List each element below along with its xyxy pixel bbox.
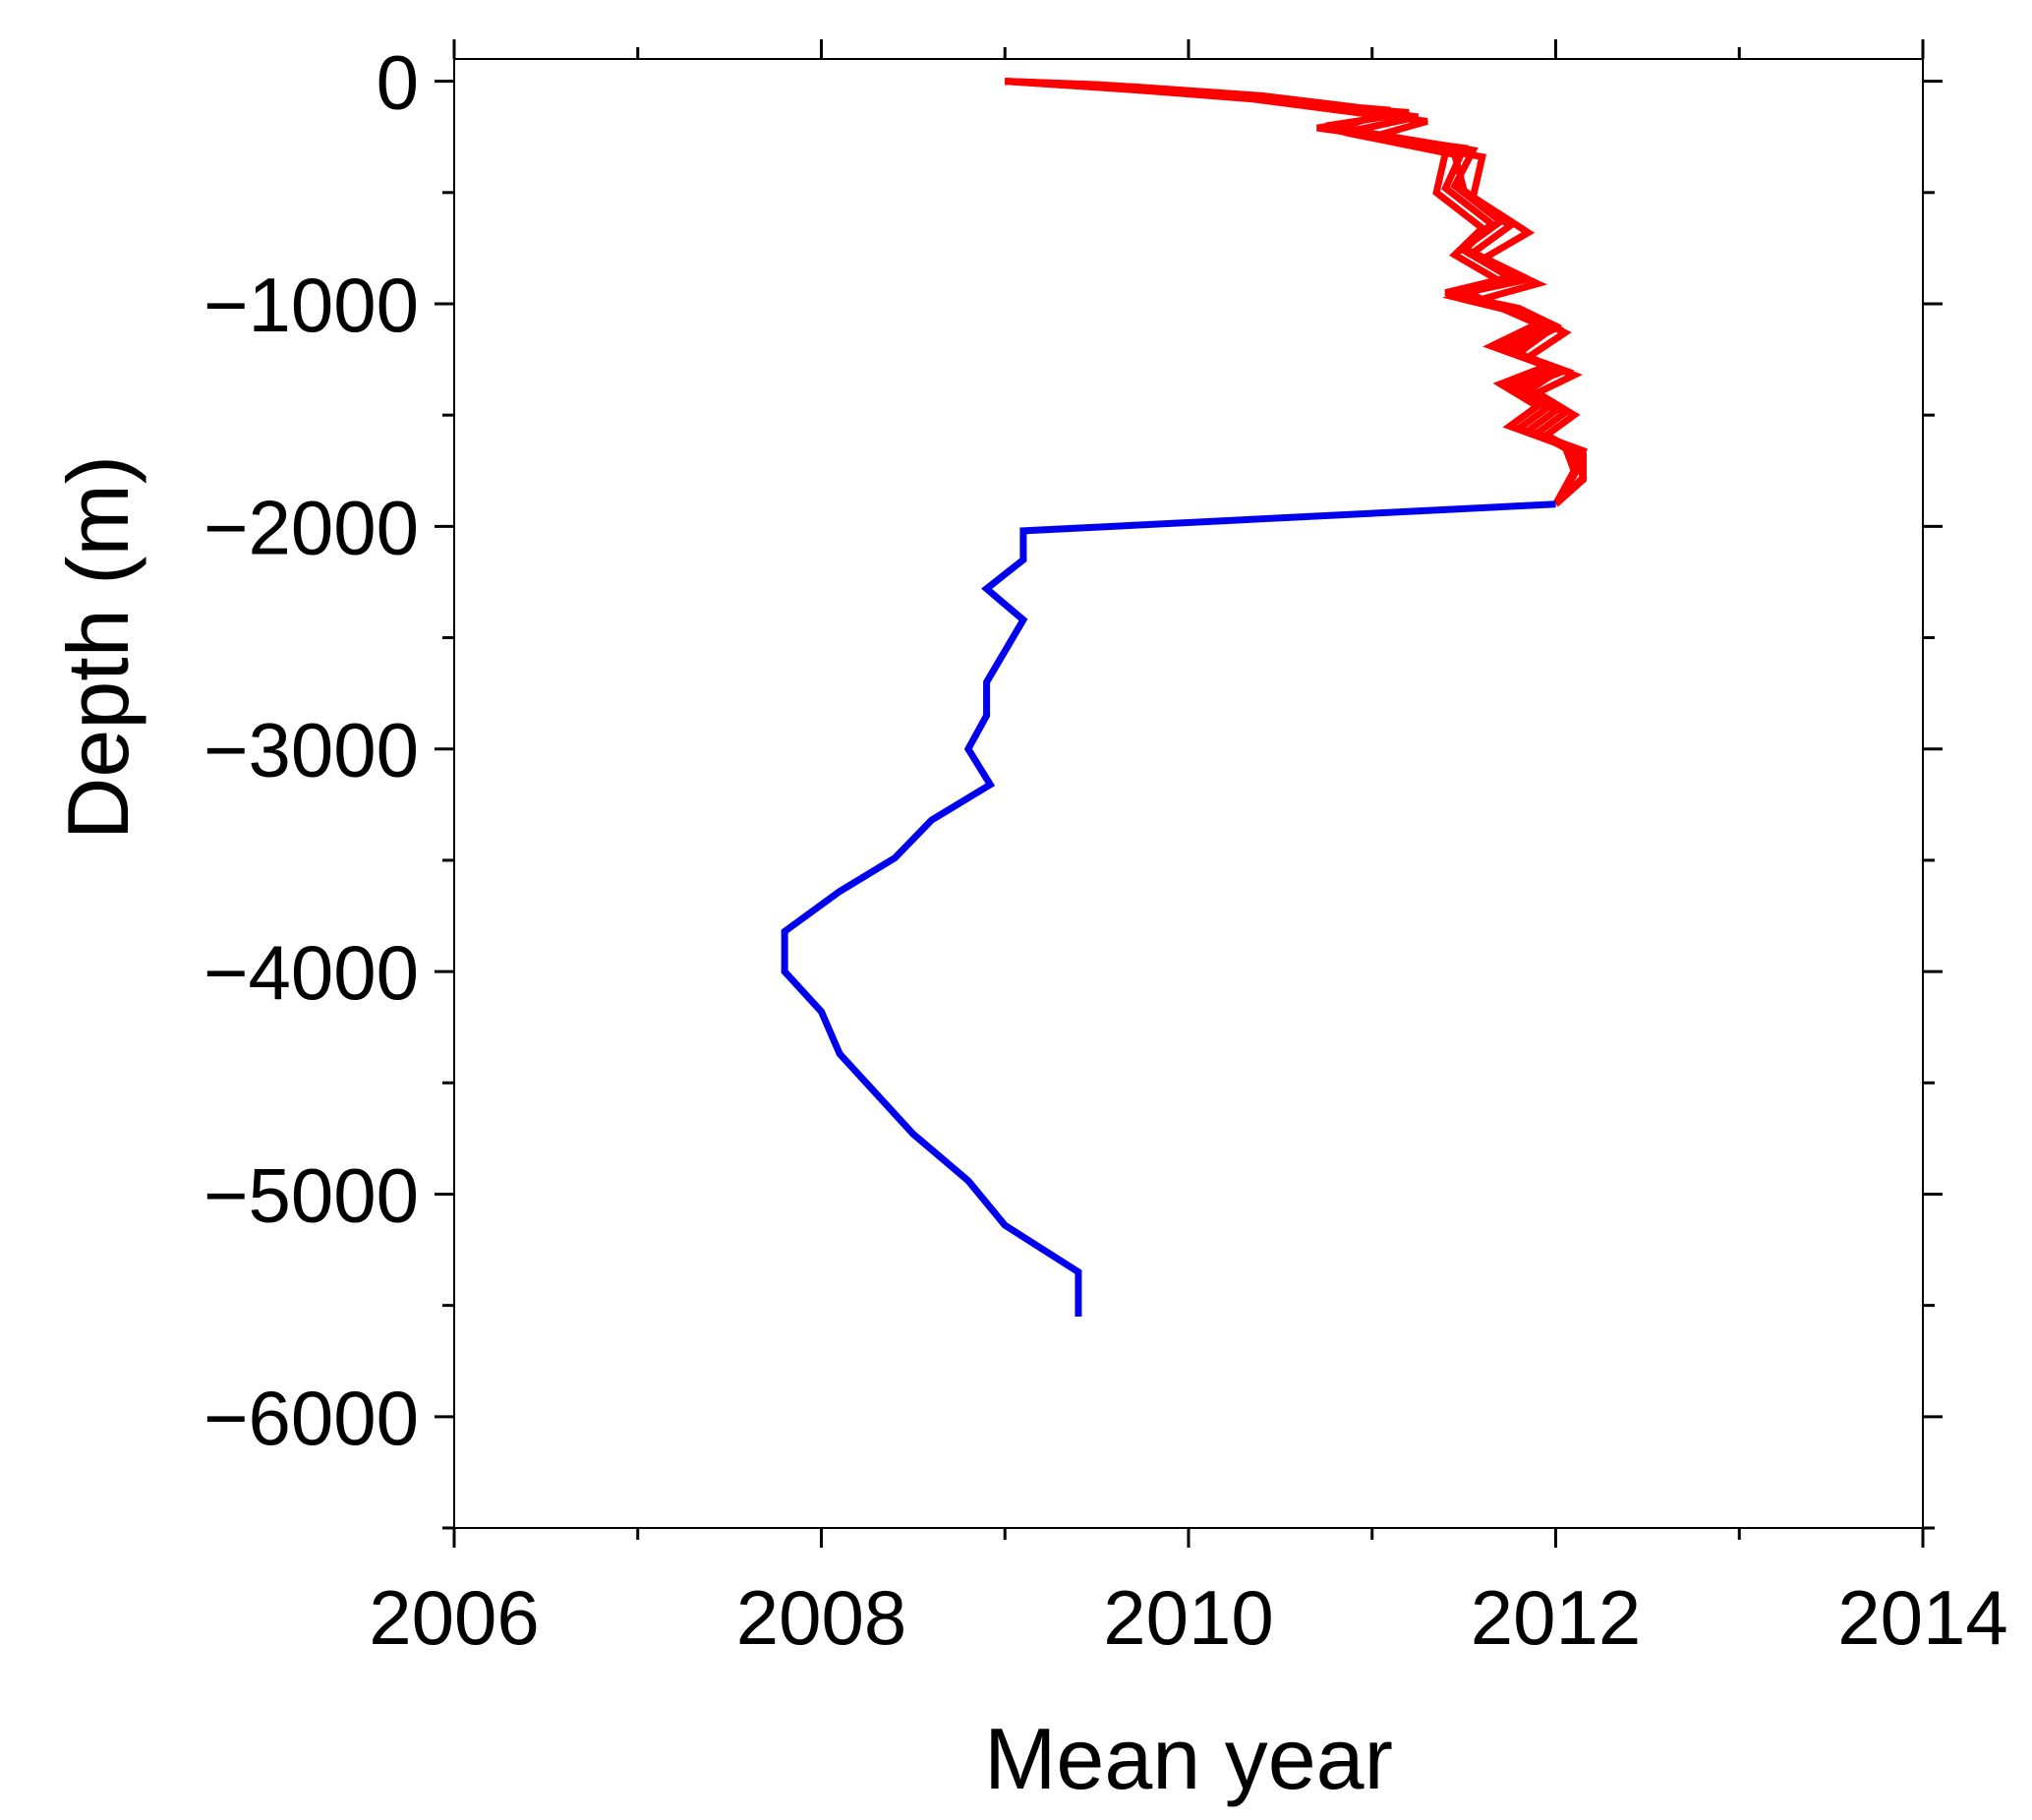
x-tick-label: 2008 <box>736 1574 907 1661</box>
x-tick-label: 2010 <box>1103 1574 1274 1661</box>
y-tick-label: −1000 <box>203 262 419 348</box>
ticks-layer: 2006 2008 2010 2012 2014 0 −1000 −2000 −3000 −400… <box>203 39 2008 1661</box>
x-axis-label: Mean year <box>984 1710 1393 1807</box>
series-layer <box>781 78 1589 1317</box>
y-tick-label: −5000 <box>203 1151 419 1238</box>
x-tick-label: 2006 <box>369 1574 540 1661</box>
series-line-5 <box>1005 78 1588 507</box>
y-tick-label: 0 <box>377 39 419 126</box>
y-tick-label: −2000 <box>203 484 419 570</box>
series-line-1 <box>1005 78 1578 506</box>
x-tick-label: 2012 <box>1471 1574 1642 1661</box>
x-tick-label: 2014 <box>1837 1574 2008 1661</box>
plot-frame <box>453 58 1924 1529</box>
series-line-6 <box>781 500 1556 1317</box>
y-tick-label: −3000 <box>203 707 419 793</box>
y-tick-label: −6000 <box>203 1375 419 1461</box>
series-line-3 <box>1005 78 1579 506</box>
y-tick-label: −4000 <box>203 929 419 1016</box>
y-axis-label: Depth (m) <box>49 455 146 840</box>
